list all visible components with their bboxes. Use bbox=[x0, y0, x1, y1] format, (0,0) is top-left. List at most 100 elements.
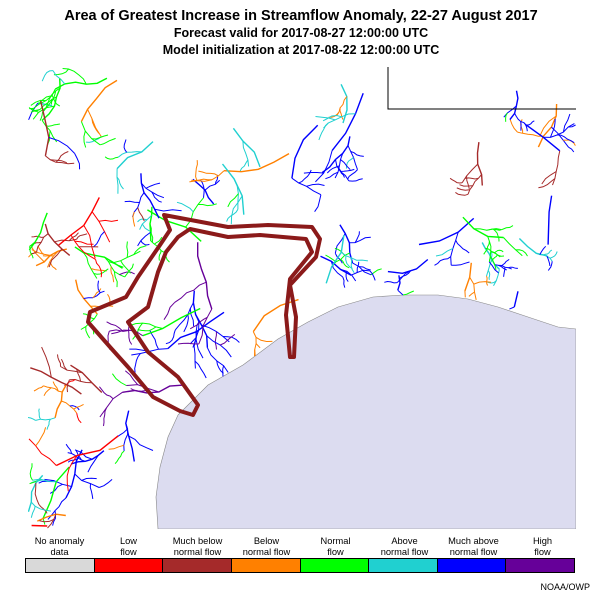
river-segment bbox=[252, 298, 299, 332]
legend-label-3: Below normal flow bbox=[242, 536, 291, 557]
river-segment bbox=[30, 367, 82, 395]
river-segment bbox=[99, 137, 116, 146]
river-segment bbox=[509, 306, 515, 310]
river-segment bbox=[321, 136, 351, 174]
river-segment bbox=[142, 307, 201, 337]
river-segment bbox=[141, 182, 165, 199]
river-segment bbox=[46, 419, 51, 430]
river-segment bbox=[194, 360, 207, 379]
river-segment bbox=[350, 257, 355, 274]
river-segment bbox=[487, 270, 491, 280]
river-segment bbox=[486, 259, 493, 277]
river-segment bbox=[320, 255, 352, 276]
river-segment bbox=[352, 262, 372, 276]
river-segment bbox=[350, 151, 364, 157]
river-segment bbox=[35, 417, 56, 421]
river-segment bbox=[47, 514, 57, 529]
river-segment bbox=[33, 385, 44, 392]
river-segment bbox=[335, 159, 350, 182]
river-segment bbox=[204, 179, 221, 191]
river-segment bbox=[74, 240, 94, 245]
river-segment bbox=[503, 237, 523, 257]
river-segment bbox=[334, 253, 343, 264]
river-segment bbox=[356, 261, 360, 273]
river-segment bbox=[384, 280, 398, 284]
river-segment bbox=[306, 183, 325, 187]
river-segment bbox=[76, 233, 88, 240]
river-segment bbox=[137, 207, 145, 222]
river-segment bbox=[29, 463, 33, 481]
river-segment bbox=[490, 251, 505, 257]
river-segment bbox=[552, 150, 561, 186]
river-segment bbox=[195, 338, 204, 359]
river-segment bbox=[546, 255, 551, 266]
river-segment bbox=[468, 291, 475, 297]
river-segment bbox=[154, 208, 182, 212]
river-segment bbox=[83, 252, 98, 279]
river-segment bbox=[42, 466, 70, 519]
river-segment bbox=[45, 155, 75, 165]
river-segment bbox=[221, 163, 245, 215]
river-segment bbox=[48, 137, 75, 154]
river-segment bbox=[87, 455, 99, 473]
river-segment bbox=[73, 403, 84, 410]
river-segment bbox=[141, 223, 150, 232]
river-segment bbox=[140, 240, 150, 246]
river-segment bbox=[517, 131, 544, 137]
river-segment bbox=[91, 211, 111, 243]
river-segment bbox=[499, 225, 514, 231]
river-segment bbox=[195, 160, 198, 181]
model-init-text: Model initialization at 2017-08-22 12:00… bbox=[162, 43, 440, 57]
river-segment bbox=[191, 178, 212, 182]
river-segment bbox=[52, 70, 66, 85]
river-segment bbox=[134, 353, 141, 373]
river-segment bbox=[113, 271, 118, 288]
river-segment bbox=[104, 256, 125, 278]
river-segment bbox=[198, 308, 213, 345]
river-segment bbox=[126, 241, 129, 258]
river-segment bbox=[51, 94, 61, 107]
river-segment bbox=[456, 187, 470, 191]
river-segment bbox=[41, 346, 52, 378]
river-segment bbox=[31, 246, 45, 263]
river-segment bbox=[303, 172, 324, 174]
river-segment bbox=[62, 68, 87, 85]
river-segment bbox=[455, 240, 470, 254]
river-segment bbox=[50, 159, 67, 164]
river-segment bbox=[543, 249, 553, 256]
river-segment bbox=[547, 261, 553, 271]
river-segment bbox=[369, 270, 376, 281]
river-segment bbox=[342, 276, 346, 288]
river-segment bbox=[151, 191, 162, 203]
river-segment bbox=[154, 236, 163, 245]
river-segment bbox=[349, 236, 371, 244]
river-segment bbox=[222, 336, 240, 343]
river-segment bbox=[114, 450, 125, 465]
river-segment bbox=[239, 159, 249, 172]
river-segment bbox=[49, 483, 63, 494]
river-segment bbox=[467, 174, 482, 195]
legend-label-7: High flow bbox=[532, 536, 553, 557]
river-segment bbox=[52, 381, 59, 392]
river-segment bbox=[37, 245, 45, 255]
river-segment bbox=[347, 169, 358, 180]
river-segment bbox=[35, 427, 47, 447]
river-segment bbox=[137, 326, 157, 332]
river-segment bbox=[69, 405, 80, 411]
river-segment bbox=[116, 141, 154, 170]
river-segment bbox=[418, 217, 475, 246]
river-segment bbox=[509, 90, 519, 121]
river-segment bbox=[31, 524, 48, 527]
river-segment bbox=[123, 423, 129, 452]
river-segment bbox=[55, 151, 69, 163]
river-segment bbox=[43, 385, 63, 393]
river-segment bbox=[198, 203, 217, 207]
river-segment bbox=[461, 163, 479, 183]
legend-swatch-3 bbox=[231, 559, 301, 572]
river-segment bbox=[518, 238, 548, 257]
river-segment bbox=[177, 342, 199, 345]
river-segment bbox=[74, 153, 81, 170]
river-segment bbox=[58, 197, 100, 246]
river-segment bbox=[120, 260, 131, 274]
river-segment bbox=[568, 124, 576, 128]
